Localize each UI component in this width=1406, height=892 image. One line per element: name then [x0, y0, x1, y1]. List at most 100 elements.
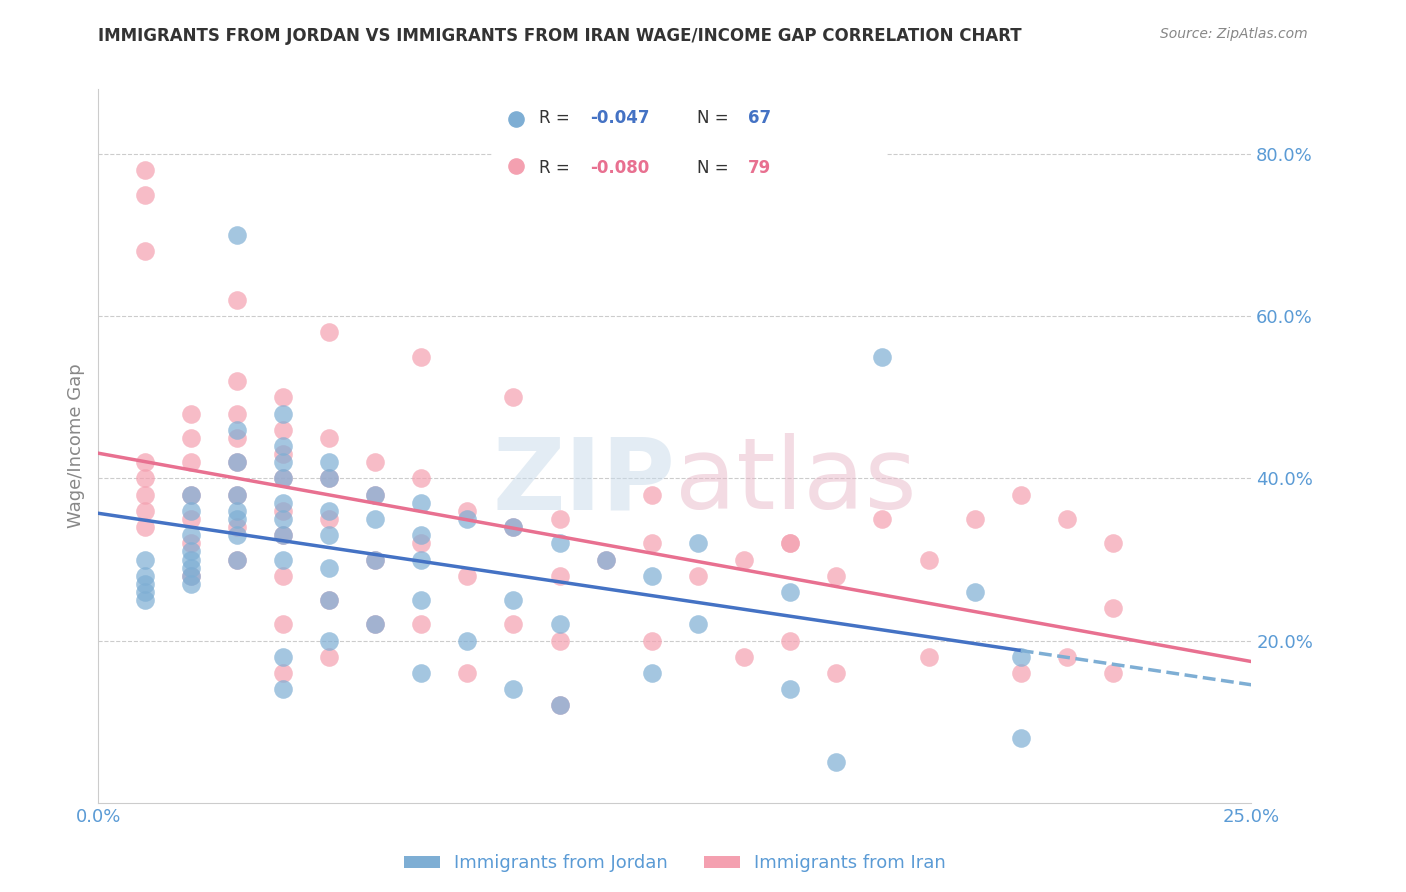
Immigrants from Iran	[456, 568, 478, 582]
Immigrants from Iran	[456, 504, 478, 518]
Immigrants from Iran	[271, 390, 294, 404]
Immigrants from Iran	[318, 649, 340, 664]
Immigrants from Jordan	[225, 512, 247, 526]
Text: R =: R =	[540, 110, 575, 128]
Immigrants from Jordan	[225, 228, 247, 243]
Immigrants from Iran	[271, 447, 294, 461]
Immigrants from Iran	[1102, 601, 1125, 615]
Immigrants from Jordan	[364, 488, 387, 502]
Immigrants from Jordan	[364, 617, 387, 632]
Immigrants from Jordan	[271, 528, 294, 542]
Immigrants from Jordan	[271, 649, 294, 664]
Immigrants from Iran	[733, 649, 755, 664]
Immigrants from Jordan	[134, 577, 156, 591]
Immigrants from Iran	[271, 568, 294, 582]
Immigrants from Jordan	[411, 552, 433, 566]
Immigrants from Jordan	[318, 593, 340, 607]
Text: 67: 67	[748, 110, 770, 128]
Immigrants from Jordan	[271, 455, 294, 469]
Immigrants from Iran	[595, 552, 617, 566]
Immigrants from Iran	[548, 568, 571, 582]
Immigrants from Iran	[271, 617, 294, 632]
Immigrants from Iran	[271, 666, 294, 681]
Text: Source: ZipAtlas.com: Source: ZipAtlas.com	[1160, 27, 1308, 41]
Immigrants from Jordan	[641, 568, 664, 582]
Point	[505, 112, 527, 127]
Immigrants from Iran	[917, 552, 939, 566]
Text: R =: R =	[540, 159, 575, 177]
Immigrants from Iran	[779, 536, 801, 550]
Immigrants from Jordan	[502, 593, 524, 607]
Immigrants from Iran	[225, 293, 247, 307]
Immigrants from Jordan	[225, 488, 247, 502]
Immigrants from Jordan	[318, 528, 340, 542]
Immigrants from Jordan	[779, 585, 801, 599]
Immigrants from Iran	[318, 431, 340, 445]
Immigrants from Iran	[548, 512, 571, 526]
Immigrants from Iran	[641, 633, 664, 648]
Immigrants from Jordan	[180, 544, 202, 558]
Immigrants from Jordan	[180, 488, 202, 502]
Immigrants from Jordan	[548, 617, 571, 632]
Immigrants from Iran	[456, 666, 478, 681]
Immigrants from Jordan	[271, 471, 294, 485]
Immigrants from Jordan	[825, 756, 848, 770]
Immigrants from Iran	[134, 244, 156, 259]
Immigrants from Iran	[825, 666, 848, 681]
Immigrants from Iran	[1102, 536, 1125, 550]
Immigrants from Jordan	[641, 666, 664, 681]
Immigrants from Iran	[1056, 649, 1078, 664]
Text: ZIP: ZIP	[492, 434, 675, 530]
Immigrants from Iran	[271, 423, 294, 437]
Immigrants from Iran	[134, 163, 156, 178]
Text: atlas: atlas	[675, 434, 917, 530]
Text: N =: N =	[697, 159, 734, 177]
Immigrants from Iran	[411, 350, 433, 364]
Immigrants from Iran	[1102, 666, 1125, 681]
Immigrants from Iran	[134, 187, 156, 202]
Immigrants from Jordan	[456, 512, 478, 526]
Immigrants from Iran	[318, 326, 340, 340]
Immigrants from Iran	[779, 536, 801, 550]
Text: 79: 79	[748, 159, 772, 177]
Immigrants from Iran	[225, 374, 247, 388]
Text: -0.080: -0.080	[591, 159, 650, 177]
Immigrants from Iran	[548, 698, 571, 713]
Immigrants from Jordan	[318, 471, 340, 485]
Immigrants from Jordan	[180, 560, 202, 574]
Immigrants from Jordan	[411, 528, 433, 542]
Immigrants from Jordan	[318, 560, 340, 574]
Immigrants from Iran	[180, 536, 202, 550]
Immigrants from Iran	[134, 520, 156, 534]
Immigrants from Jordan	[779, 682, 801, 697]
Immigrants from Iran	[225, 431, 247, 445]
Immigrants from Iran	[733, 552, 755, 566]
Immigrants from Iran	[686, 568, 709, 582]
Immigrants from Iran	[364, 488, 387, 502]
Immigrants from Iran	[641, 536, 664, 550]
Immigrants from Iran	[134, 504, 156, 518]
Legend: Immigrants from Jordan, Immigrants from Iran: Immigrants from Jordan, Immigrants from …	[396, 847, 953, 880]
Immigrants from Jordan	[271, 407, 294, 421]
Immigrants from Jordan	[134, 585, 156, 599]
Y-axis label: Wage/Income Gap: Wage/Income Gap	[66, 364, 84, 528]
Immigrants from Iran	[225, 552, 247, 566]
Immigrants from Jordan	[271, 496, 294, 510]
Immigrants from Jordan	[134, 593, 156, 607]
Immigrants from Iran	[134, 471, 156, 485]
Immigrants from Iran	[225, 520, 247, 534]
Immigrants from Iran	[1010, 488, 1032, 502]
Immigrants from Iran	[825, 568, 848, 582]
Immigrants from Iran	[318, 471, 340, 485]
Immigrants from Iran	[548, 633, 571, 648]
Immigrants from Iran	[180, 407, 202, 421]
Text: -0.047: -0.047	[591, 110, 650, 128]
Immigrants from Jordan	[180, 552, 202, 566]
Immigrants from Iran	[963, 512, 986, 526]
Immigrants from Jordan	[411, 593, 433, 607]
Immigrants from Iran	[134, 455, 156, 469]
Immigrants from Jordan	[411, 496, 433, 510]
Immigrants from Iran	[180, 455, 202, 469]
Immigrants from Iran	[364, 455, 387, 469]
Immigrants from Jordan	[318, 455, 340, 469]
